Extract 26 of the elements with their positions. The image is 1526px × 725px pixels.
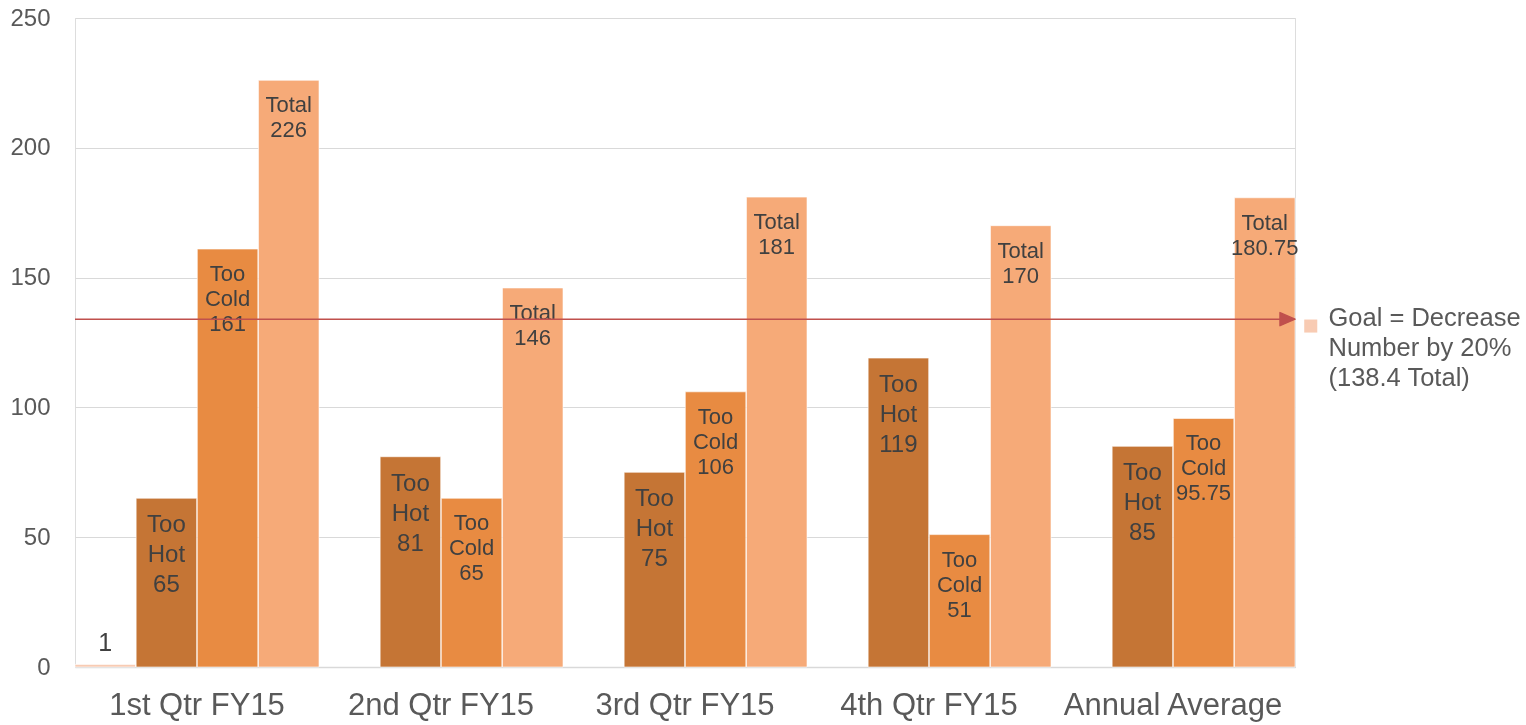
y-tick-label: 200 <box>10 133 51 161</box>
x-tick-label: Annual Average <box>1063 686 1283 722</box>
x-tick-label: 4th Qtr FY15 <box>840 686 1018 722</box>
data-label: Too Hot 75 <box>635 484 674 572</box>
legend-label: Goal = Decrease Number by 20% (138.4 Total) <box>1328 303 1521 392</box>
x-tick-label: 1st Qtr FY15 <box>109 686 285 722</box>
data-label: Total 181 <box>753 209 800 260</box>
x-tick-label: 3rd Qtr FY15 <box>595 686 775 722</box>
data-label: Total 170 <box>997 237 1044 288</box>
data-label: Too Hot 85 <box>1123 458 1162 546</box>
data-label: Too Hot 119 <box>879 370 918 458</box>
data-label: Too Hot 81 <box>391 468 430 556</box>
y-tick-label: 0 <box>37 652 51 680</box>
data-label: Too Cold 65 <box>448 510 495 586</box>
data-label: 1 <box>98 628 113 657</box>
data-label: Total 226 <box>265 92 312 143</box>
y-tick-label: 50 <box>23 522 51 550</box>
data-label: Too Hot 65 <box>147 510 186 598</box>
data-label: Too Cold 161 <box>204 261 251 337</box>
x-tick-label: 2nd Qtr FY15 <box>347 686 535 722</box>
y-tick-label: 150 <box>10 263 51 291</box>
y-tick-label: 100 <box>10 392 51 420</box>
data-label: Too Cold 106 <box>692 403 739 479</box>
data-label: Too Cold 51 <box>936 546 983 622</box>
data-label: Too Cold 95.75 <box>1176 430 1232 506</box>
y-tick-label: 250 <box>10 3 51 31</box>
